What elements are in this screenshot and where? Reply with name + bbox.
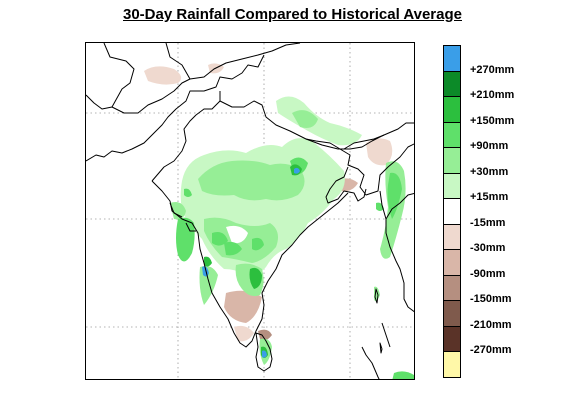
rainfall-map: [85, 42, 415, 380]
legend-swatch: [443, 325, 461, 352]
legend-swatch: [443, 249, 461, 276]
rainfall-map-svg: [86, 43, 414, 379]
legend-swatch: [443, 274, 461, 301]
legend-label: +150mm: [470, 114, 515, 127]
legend-label: -210mm: [470, 318, 512, 331]
legend-label: -15mm: [470, 216, 506, 229]
legend-swatch: [443, 172, 461, 199]
legend-swatch: [443, 351, 461, 378]
rainfall-shading: [144, 63, 414, 379]
map-title: 30-Day Rainfall Compared to Historical A…: [123, 6, 462, 23]
legend-label: -90mm: [470, 267, 506, 280]
legend-label: -270mm: [470, 344, 512, 356]
legend-swatch: [443, 198, 461, 225]
legend-label: +15mm: [470, 191, 509, 203]
legend-label: +90mm: [470, 140, 509, 152]
legend-swatch: [443, 300, 461, 327]
legend-label: +270mm: [470, 63, 515, 76]
legend-label: +30mm: [470, 165, 509, 178]
graticule: [86, 43, 414, 379]
legend-swatch: [443, 147, 461, 174]
legend-swatch: [443, 121, 461, 148]
legend-swatch: [443, 45, 461, 72]
legend-swatch: [443, 223, 461, 250]
legend-label: -30mm: [470, 242, 506, 254]
country-borders: [86, 43, 414, 379]
legend-label: +210mm: [470, 89, 515, 101]
legend-label: -150mm: [470, 293, 512, 305]
coastline: [151, 180, 383, 372]
legend-swatch: [443, 70, 461, 97]
legend-swatch: [443, 96, 461, 123]
